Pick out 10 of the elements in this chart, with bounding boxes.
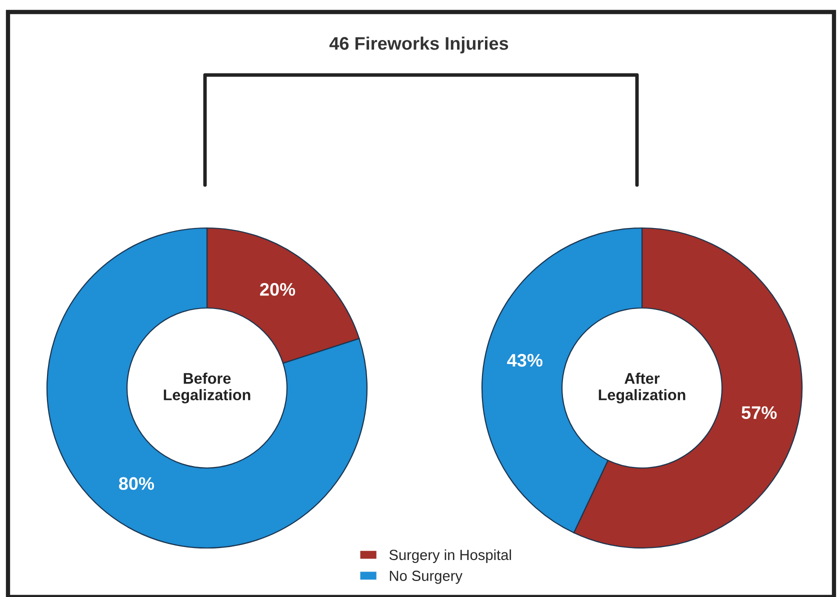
chart-title: 46 Fireworks Injuries — [329, 36, 508, 54]
data-label: 43% — [507, 354, 542, 367]
legend-label: No Surgery — [390, 570, 462, 584]
data-label: 57% — [742, 406, 777, 420]
legend-label: Surgery in Hospital — [389, 549, 511, 563]
donut-slice — [46, 227, 368, 549]
text: Before Legalization — [164, 372, 250, 404]
data-label: 80% — [118, 477, 154, 490]
data-label: 20% — [260, 282, 296, 296]
text: After Legalization — [598, 372, 686, 404]
